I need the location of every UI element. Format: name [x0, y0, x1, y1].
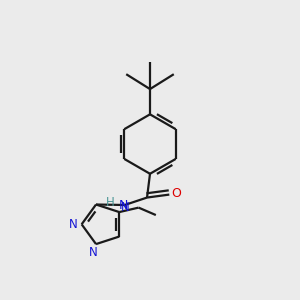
Text: N: N — [121, 201, 130, 214]
Text: N: N — [118, 200, 128, 212]
Text: N: N — [89, 245, 98, 259]
Text: O: O — [171, 187, 181, 200]
Text: H: H — [106, 196, 115, 208]
Text: N: N — [69, 218, 78, 231]
